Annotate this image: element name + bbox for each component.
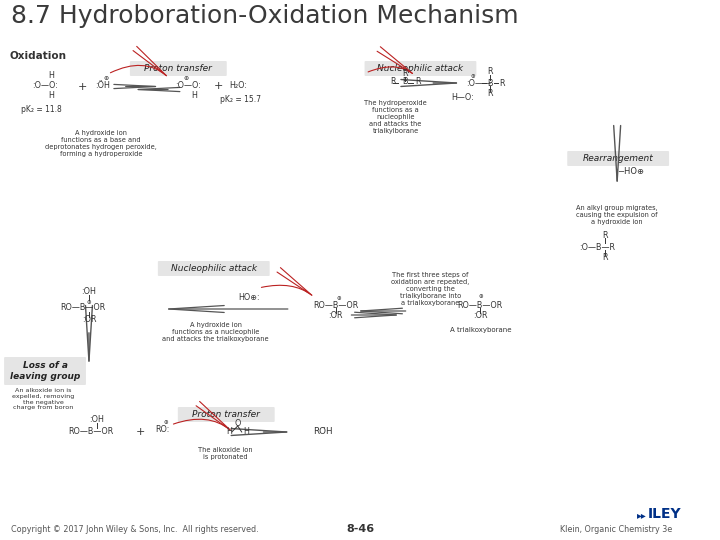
Text: The first three steps of
oxidation are repeated,
converting the
trialkylborane i: The first three steps of oxidation are r… xyxy=(391,272,469,306)
Text: :OH: :OH xyxy=(81,287,96,296)
Text: −HO⊕: −HO⊕ xyxy=(617,166,644,176)
Text: RO:: RO: xyxy=(156,426,170,435)
Text: An alkyl group migrates,
causing the expulsion of
a hydroxide ion: An alkyl group migrates, causing the exp… xyxy=(576,205,658,225)
Text: :O—B—R: :O—B—R xyxy=(579,242,615,252)
Text: ⊕: ⊕ xyxy=(183,76,189,80)
Text: R: R xyxy=(500,78,505,87)
Text: An alkoxide ion is
expelled, removing
the negative
charge from boron: An alkoxide ion is expelled, removing th… xyxy=(12,388,74,410)
Text: R: R xyxy=(603,253,608,262)
Text: The alkoxide ion
is protonated: The alkoxide ion is protonated xyxy=(199,447,253,460)
Text: :O—O:: :O—O: xyxy=(175,82,201,91)
Text: Oxidation: Oxidation xyxy=(9,51,66,61)
Text: Rearrangement: Rearrangement xyxy=(582,154,654,163)
Text: ⊕: ⊕ xyxy=(103,76,109,80)
Text: RO—B—OR: RO—B—OR xyxy=(313,300,359,309)
Text: +: + xyxy=(78,82,88,92)
Text: B: B xyxy=(402,78,408,86)
Text: Loss of a
leaving group: Loss of a leaving group xyxy=(10,361,80,381)
Text: Klein, Organic Chemistry 3e: Klein, Organic Chemistry 3e xyxy=(560,525,672,534)
Text: :O——: :O—— xyxy=(466,78,491,87)
Text: Nucleophilic attack: Nucleophilic attack xyxy=(377,64,464,73)
Text: Proton transfer: Proton transfer xyxy=(145,64,212,73)
FancyBboxPatch shape xyxy=(178,407,274,422)
FancyBboxPatch shape xyxy=(130,61,227,76)
Text: ILEY: ILEY xyxy=(648,507,682,521)
Text: RO—B—OR: RO—B—OR xyxy=(68,428,114,436)
Text: B: B xyxy=(487,78,493,87)
FancyBboxPatch shape xyxy=(4,357,86,385)
Text: R: R xyxy=(487,68,493,77)
Text: H—O:: H—O: xyxy=(451,93,474,103)
Text: A hydroxide ion
functions as a nucleophile
and attacks the trialkoxyborane: A hydroxide ion functions as a nucleophi… xyxy=(163,322,269,342)
Text: Copyright © 2017 John Wiley & Sons, Inc.  All rights reserved.: Copyright © 2017 John Wiley & Sons, Inc.… xyxy=(11,525,258,534)
Text: HO⊕:: HO⊕: xyxy=(238,293,259,301)
Text: +: + xyxy=(136,427,145,437)
Text: H: H xyxy=(191,91,197,100)
FancyBboxPatch shape xyxy=(158,261,270,276)
Text: R: R xyxy=(487,90,493,98)
Text: RO—B—OR: RO—B—OR xyxy=(60,303,106,313)
Text: :OR: :OR xyxy=(328,312,343,321)
Text: H: H xyxy=(48,71,54,80)
Text: RO—B—OR: RO—B—OR xyxy=(458,300,503,309)
FancyBboxPatch shape xyxy=(364,61,477,76)
Text: ⊕: ⊕ xyxy=(478,294,482,300)
Text: A trialkoxyborane: A trialkoxyborane xyxy=(449,327,511,333)
Text: 8-46: 8-46 xyxy=(346,524,374,534)
Text: RÖH: RÖH xyxy=(312,428,333,436)
FancyBboxPatch shape xyxy=(567,151,669,166)
Text: H: H xyxy=(243,428,248,436)
Text: R: R xyxy=(391,78,396,86)
Text: H₂O:: H₂O: xyxy=(230,82,248,91)
Text: :OR: :OR xyxy=(81,315,96,325)
Text: :O—O:: :O—O: xyxy=(32,82,58,91)
Text: R: R xyxy=(415,78,421,86)
Text: Nucleophilic attack: Nucleophilic attack xyxy=(171,264,257,273)
Text: Proton transfer: Proton transfer xyxy=(192,410,260,419)
Text: :ÖH: :ÖH xyxy=(96,82,110,91)
Text: ⊕: ⊕ xyxy=(163,420,168,424)
Text: H: H xyxy=(48,91,54,100)
Text: pK₂ = 11.8: pK₂ = 11.8 xyxy=(21,105,61,114)
Text: pK₂ = 15.7: pK₂ = 15.7 xyxy=(220,96,261,105)
Text: H: H xyxy=(226,428,232,436)
Text: ⊕: ⊕ xyxy=(336,295,341,300)
Text: :OR: :OR xyxy=(473,312,487,321)
Text: O: O xyxy=(235,418,241,428)
Text: +: + xyxy=(214,81,223,91)
Text: ⊕: ⊕ xyxy=(470,73,474,78)
Text: ⊕: ⊕ xyxy=(86,300,91,306)
Text: A hydroxide ion
functions as a base and
deprotonates hydrogen peroxide,
forming : A hydroxide ion functions as a base and … xyxy=(45,130,157,157)
Text: 8.7 Hydroboration-Oxidation Mechanism: 8.7 Hydroboration-Oxidation Mechanism xyxy=(11,4,518,28)
Text: The hydroperoxide
functions as a
nucleophile
and attacks the
trialkylborane: The hydroperoxide functions as a nucleop… xyxy=(364,100,427,134)
Text: R: R xyxy=(603,231,608,240)
Text: :OH: :OH xyxy=(89,415,104,424)
Text: R: R xyxy=(402,70,408,78)
Text: ▸▸: ▸▸ xyxy=(637,510,647,520)
